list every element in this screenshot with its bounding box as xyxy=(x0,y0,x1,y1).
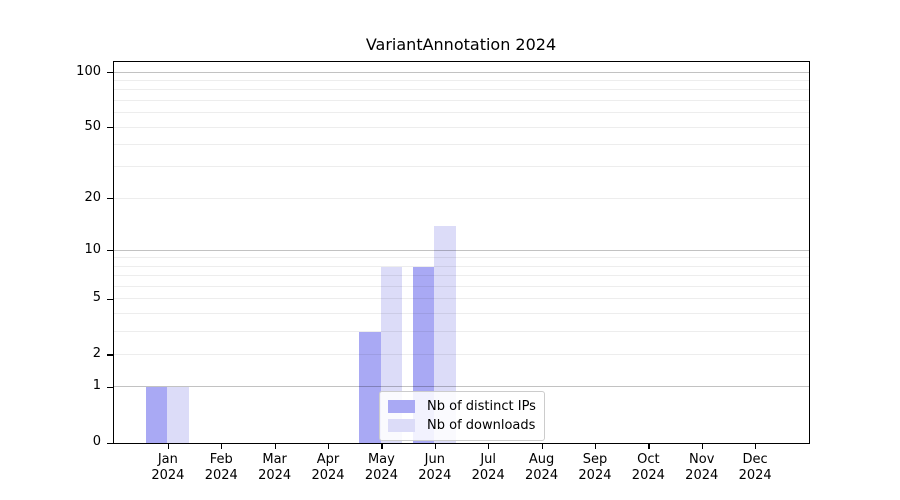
bar-jan-downloads xyxy=(167,387,189,443)
legend-item-distinct-ips: Nb of distinct IPs xyxy=(388,397,536,416)
y-tick-label-1: 1 xyxy=(92,378,101,394)
y-tick-label-0: 0 xyxy=(92,434,101,449)
x-tick-year-feb: 2024 xyxy=(204,467,238,483)
x-tick-label-oct: Oct 2024 xyxy=(616,452,680,484)
x-tick-oct xyxy=(648,444,650,449)
x-tick-month-apr: Apr xyxy=(316,451,340,467)
gridline-minor-7 xyxy=(114,275,809,277)
y-tick-label-100: 100 xyxy=(76,63,101,79)
legend-item-downloads: Nb of downloads xyxy=(388,416,536,435)
x-tick-label-mar: Mar 2024 xyxy=(243,452,307,484)
gridline-minor-90 xyxy=(114,80,809,82)
x-tick-sep xyxy=(594,444,597,449)
x-tick-year-may: 2024 xyxy=(364,467,398,483)
gridline-minor-70 xyxy=(114,99,809,101)
x-tick-year-aug: 2024 xyxy=(525,467,559,483)
x-tick-label-dec: Dec 2024 xyxy=(723,452,787,484)
gridline-minor-20 xyxy=(114,197,809,199)
x-tick-jan xyxy=(167,444,170,449)
legend-label-distinct-ips: Nb of distinct IPs xyxy=(427,399,536,414)
x-tick-year-mar: 2024 xyxy=(258,467,292,483)
x-tick-label-sep: Sep 2024 xyxy=(563,452,627,484)
gridline-minor-30 xyxy=(114,166,809,168)
gridline-minor-80 xyxy=(114,89,809,91)
x-tick-label-apr: Apr 2024 xyxy=(296,452,360,484)
x-tick-month-jul: Jul xyxy=(480,451,497,467)
y-tick-label-2: 2 xyxy=(92,345,101,361)
y-tick-label-50: 50 xyxy=(84,118,101,134)
legend-label-downloads: Nb of downloads xyxy=(427,418,536,433)
legend-swatch-downloads xyxy=(388,419,415,432)
bar-jan-distinct-ips xyxy=(145,387,168,443)
gridline-major-10 xyxy=(114,249,809,251)
x-tick-jul xyxy=(488,444,490,449)
gridline-minor-6 xyxy=(114,285,809,287)
x-tick-month-dec: Dec xyxy=(742,451,768,467)
x-tick-month-aug: Aug xyxy=(528,451,555,467)
x-tick-year-sep: 2024 xyxy=(578,467,612,483)
x-tick-jun xyxy=(434,444,436,449)
gridline-minor-2 xyxy=(114,353,809,355)
x-tick-month-jun: Jun xyxy=(424,451,445,467)
gridline-minor-8 xyxy=(114,265,809,267)
gridline-major-100 xyxy=(114,71,809,73)
x-tick-label-aug: Aug 2024 xyxy=(510,452,574,484)
plot-area: Nb of distinct IPs Nb of downloads xyxy=(113,61,810,444)
x-tick-month-oct: Oct xyxy=(637,451,660,467)
x-tick-year-apr: 2024 xyxy=(311,467,345,483)
x-tick-label-may: May 2024 xyxy=(349,452,413,484)
bar-may-distinct-ips xyxy=(359,331,381,443)
x-tick-month-nov: Nov xyxy=(689,451,715,467)
x-tick-year-jul: 2024 xyxy=(471,467,505,483)
x-tick-year-oct: 2024 xyxy=(631,467,665,483)
legend: Nb of distinct IPs Nb of downloads xyxy=(379,391,545,441)
y-tick-label-5: 5 xyxy=(92,290,101,306)
gridline-minor-9 xyxy=(114,257,809,259)
gridline-minor-5 xyxy=(114,298,809,300)
x-tick-month-may: May xyxy=(367,451,395,467)
gridline-minor-50 xyxy=(114,126,809,128)
x-tick-month-sep: Sep xyxy=(582,451,608,467)
x-tick-month-feb: Feb xyxy=(209,451,233,467)
gridline-minor-3 xyxy=(114,330,809,332)
x-tick-year-nov: 2024 xyxy=(685,467,719,483)
gridline-minor-40 xyxy=(114,144,809,146)
gridline-minor-60 xyxy=(114,112,809,114)
x-tick-label-feb: Feb 2024 xyxy=(189,452,253,484)
x-tick-label-jul: Jul 2024 xyxy=(456,452,520,484)
x-tick-label-jun: Jun 2024 xyxy=(403,452,467,484)
x-tick-dec xyxy=(755,444,757,449)
x-tick-nov xyxy=(701,444,703,449)
legend-swatch-distinct-ips xyxy=(388,400,415,413)
x-tick-year-jan: 2024 xyxy=(151,467,185,483)
x-tick-year-jun: 2024 xyxy=(418,467,452,483)
x-tick-label-nov: Nov 2024 xyxy=(670,452,734,484)
x-tick-month-mar: Mar xyxy=(262,451,287,467)
x-tick-month-jan: Jan xyxy=(157,451,178,467)
x-tick-mar xyxy=(274,444,276,449)
bar-jun-downloads xyxy=(434,225,456,443)
gridline-minor-4 xyxy=(114,312,809,314)
y-tick-label-20: 20 xyxy=(84,189,101,205)
x-tick-apr xyxy=(328,444,330,449)
x-tick-may xyxy=(381,444,383,449)
x-tick-label-jan: Jan 2024 xyxy=(136,452,200,484)
x-tick-feb xyxy=(221,444,223,449)
x-tick-aug xyxy=(541,444,543,449)
x-tick-year-dec: 2024 xyxy=(738,467,772,483)
chart-title: VariantAnnotation 2024 xyxy=(365,35,557,54)
y-tick-label-10: 10 xyxy=(84,241,101,257)
gridline-major-1 xyxy=(114,386,809,388)
